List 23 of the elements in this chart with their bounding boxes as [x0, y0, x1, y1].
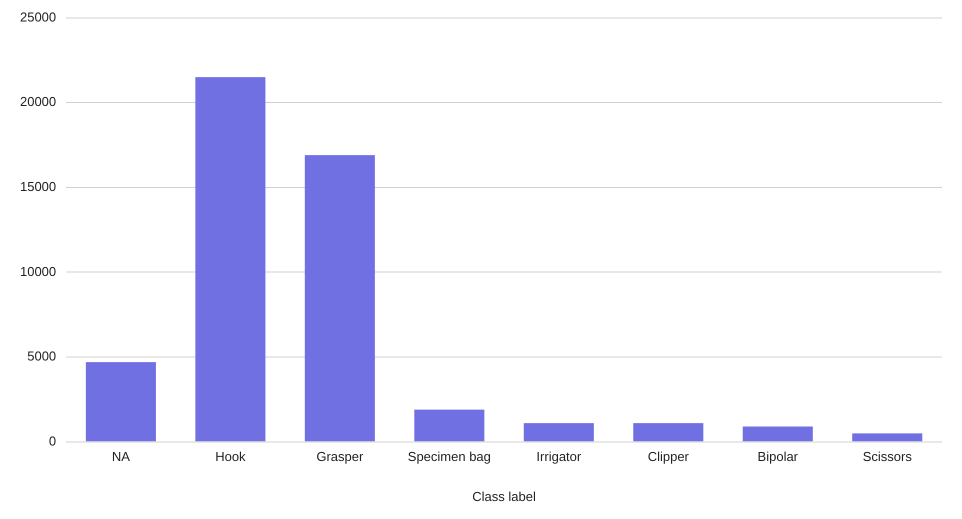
bar [633, 423, 704, 442]
x-tick-label: Specimen bag [408, 449, 491, 464]
y-tick-label: 5000 [27, 348, 56, 364]
x-tick-label: Hook [215, 449, 246, 464]
bar [852, 433, 922, 442]
bar [195, 77, 266, 442]
y-tick-label: 15000 [20, 178, 56, 194]
y-tick-label: 25000 [20, 9, 56, 24]
y-tick-label: 10000 [20, 264, 56, 279]
bar [86, 362, 156, 442]
bar [414, 410, 484, 442]
y-tick-label: 20000 [20, 94, 56, 110]
x-tick-label: Scissors [862, 449, 912, 464]
bar [742, 426, 813, 442]
x-tick-label: NA [112, 449, 130, 464]
x-tick-label: Clipper [648, 449, 690, 464]
x-axis-title: Class label [472, 488, 536, 504]
x-tick-label: Irrigator [536, 449, 582, 464]
bar [304, 155, 375, 442]
y-tick-label: 0 [48, 433, 56, 448]
bar [524, 423, 594, 442]
x-tick-label: Grasper [316, 449, 364, 464]
x-tick-label: Bipolar [758, 449, 799, 464]
